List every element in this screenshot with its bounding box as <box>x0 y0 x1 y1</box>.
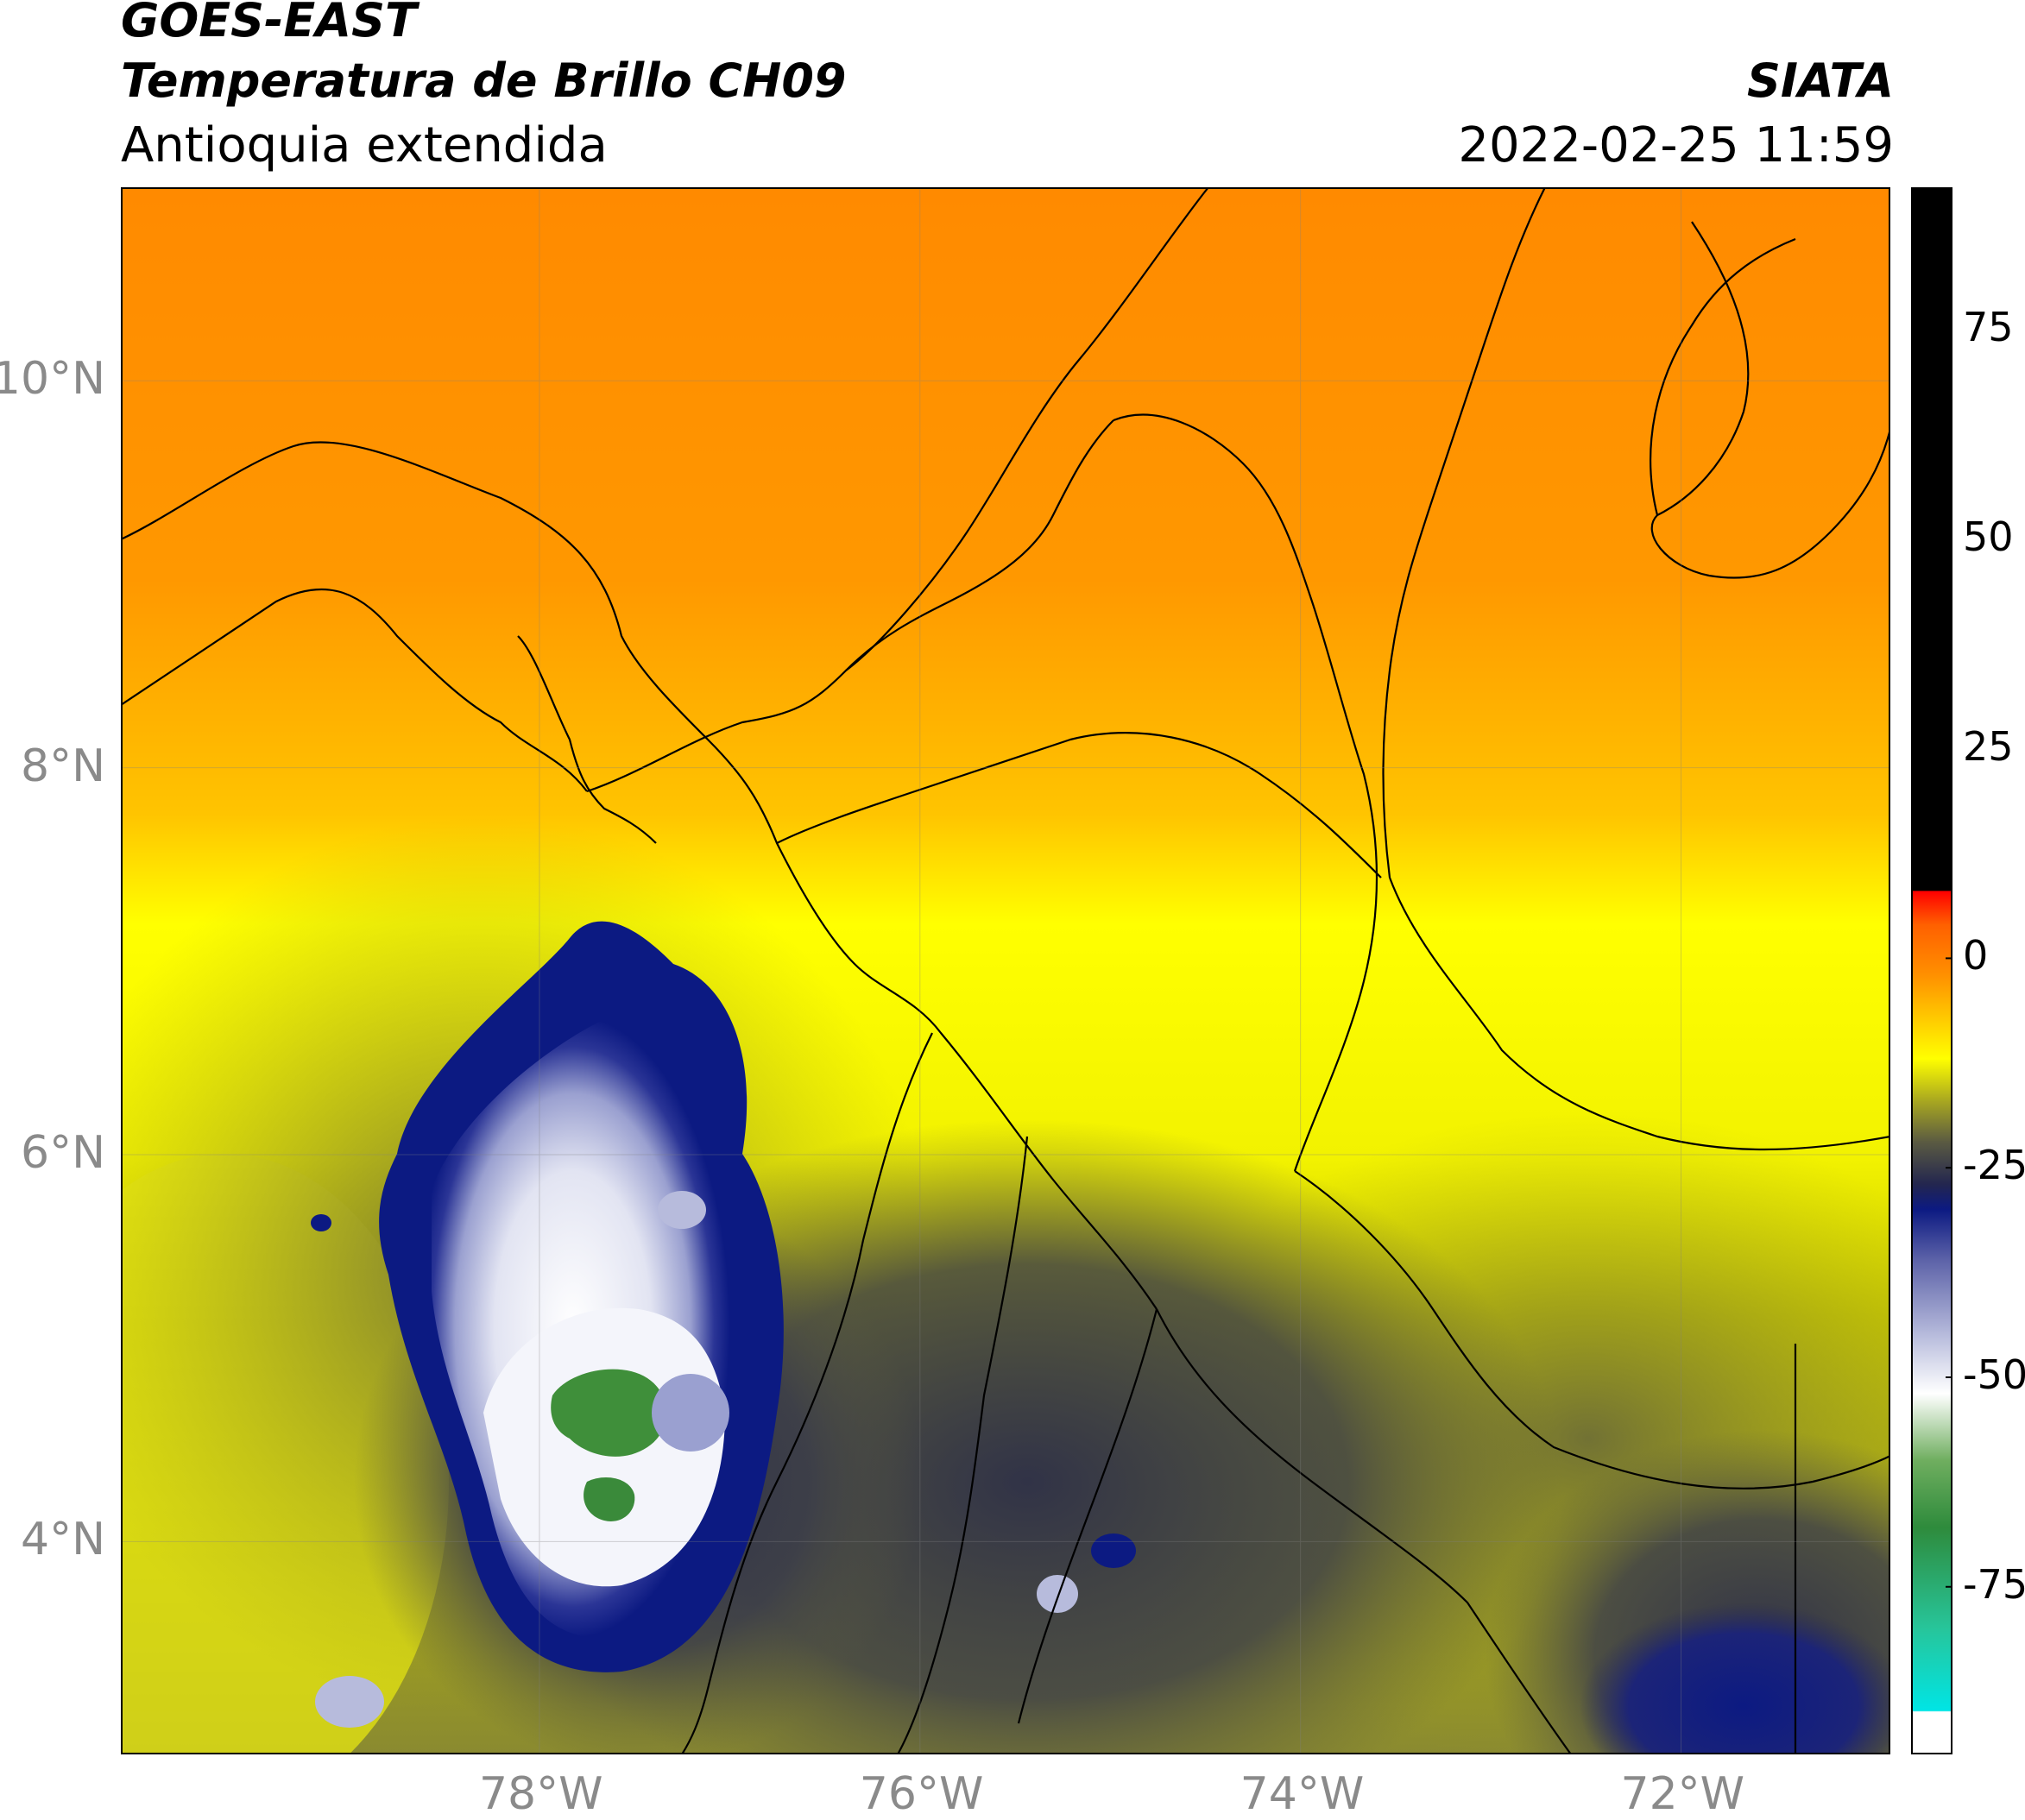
product-title: Temperatura de Brillo CH09 <box>121 54 847 108</box>
lon-tick-label: 76°W <box>859 1768 984 1820</box>
colorbar-tick-label: -50 <box>1963 1351 2025 1398</box>
cell-small-5 <box>311 1214 331 1231</box>
cold-top-green-2 <box>584 1477 635 1521</box>
cold-top-green <box>551 1369 667 1457</box>
agency-label: SIATA <box>1746 54 1894 108</box>
lat-tick-label: 10°N <box>0 353 105 406</box>
satellite-title: GOES-EAST <box>121 0 417 47</box>
lat-tick-label: 8°N <box>21 740 105 792</box>
cell-small-4 <box>315 1676 384 1728</box>
datetime-label: 2022-02-25 11:59 <box>1458 117 1894 173</box>
cell-small-2 <box>1091 1533 1136 1568</box>
gridlines <box>121 187 1890 1754</box>
colorbar-tick-label: -25 <box>1963 1142 2025 1189</box>
region-subtitle: Antioquia extendida <box>121 117 608 173</box>
map-frame <box>121 187 1890 1754</box>
cell-small-3 <box>1037 1575 1078 1613</box>
colorbar-tick-label: 0 <box>1963 932 1989 979</box>
colorbar-tick-label: 25 <box>1963 722 2014 770</box>
brightness-temperature-map <box>121 187 1890 1754</box>
colorbar-tick-label: 75 <box>1963 304 2014 351</box>
cell-small-1 <box>658 1191 706 1229</box>
lat-tick-label: 4°N <box>21 1514 105 1566</box>
lon-tick-label: 74°W <box>1240 1768 1365 1820</box>
cell-ne <box>652 1374 729 1452</box>
lon-tick-label: 72°W <box>1620 1768 1745 1820</box>
lon-tick-label: 78°W <box>478 1768 603 1820</box>
temperature-colorbar <box>1911 187 1952 1754</box>
colorbar-tick-label: -75 <box>1963 1560 2025 1608</box>
lat-tick-label: 6°N <box>21 1126 105 1179</box>
navy-zone-southeast <box>1580 1603 1890 1754</box>
coastlines-and-borders <box>121 187 1890 1754</box>
colorbar-tick-label: 50 <box>1963 513 2014 560</box>
